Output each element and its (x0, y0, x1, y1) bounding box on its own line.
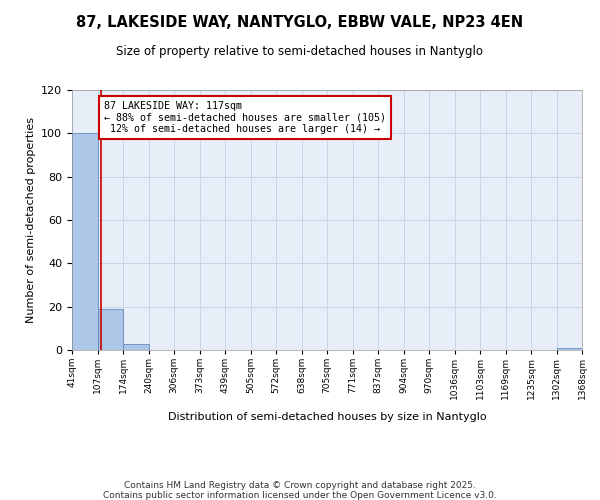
Bar (97, 309, 123, 350)
Bar (557, 348, 582, 350)
Text: Distribution of semi-detached houses by size in Nantyglo: Distribution of semi-detached houses by … (167, 412, 487, 422)
Y-axis label: Number of semi-detached properties: Number of semi-detached properties (26, 117, 35, 323)
Bar (123, 344, 149, 350)
Text: 87 LAKESIDE WAY: 117sqm
← 88% of semi-detached houses are smaller (105)
 12% of : 87 LAKESIDE WAY: 117sqm ← 88% of semi-de… (104, 101, 386, 134)
Bar (72, 134, 97, 350)
Text: Size of property relative to semi-detached houses in Nantyglo: Size of property relative to semi-detach… (116, 45, 484, 58)
Text: 87, LAKESIDE WAY, NANTYGLO, EBBW VALE, NP23 4EN: 87, LAKESIDE WAY, NANTYGLO, EBBW VALE, N… (76, 15, 524, 30)
Text: Contains HM Land Registry data © Crown copyright and database right 2025.
Contai: Contains HM Land Registry data © Crown c… (103, 480, 497, 500)
